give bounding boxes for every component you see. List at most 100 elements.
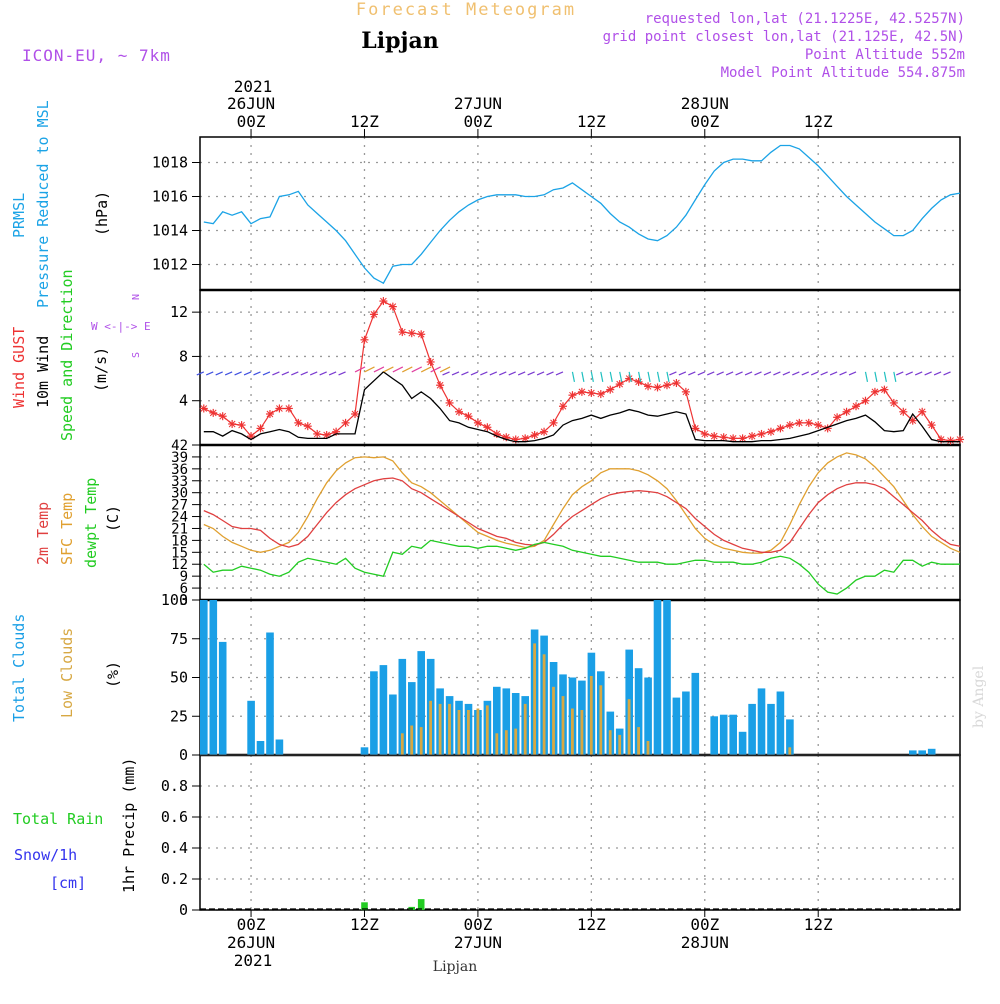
point-altitude: Point Altitude 552m [805, 47, 965, 63]
compass-icon: N W <-|-> E S [91, 294, 151, 358]
total-cloud-bar [634, 668, 643, 755]
wind-arrow [319, 371, 327, 376]
wind-arrow [647, 371, 651, 383]
gust-marker-d2 [474, 419, 482, 427]
precip-ytick-label: 0.8 [161, 777, 188, 795]
total-cloud-bar [209, 600, 218, 755]
rain-label: Total Rain [13, 810, 103, 828]
wind-arrow [933, 371, 942, 376]
clouds-bars [200, 600, 960, 756]
gust-marker [625, 374, 634, 383]
gust-marker-d2 [228, 420, 236, 428]
grid-point-coords: grid point closest lon,lat (21.125E, 42.… [603, 29, 965, 45]
top-axis-date: 28JUN [681, 94, 729, 113]
top-axis-label: 12Z [577, 112, 606, 131]
gust-marker-d2 [294, 419, 302, 427]
gust-marker [549, 418, 558, 427]
gust-marker-d2 [758, 430, 765, 438]
watermark: by Angel [971, 665, 987, 728]
gust-marker [814, 421, 823, 430]
wind-arrow [678, 371, 687, 376]
wind-arrow [480, 371, 488, 376]
wind-arrow [864, 371, 869, 383]
wind-arrow [411, 366, 423, 373]
low-cloud-bar [429, 700, 432, 756]
bottom-axis-date: 26JUN [227, 933, 275, 952]
pressure-label-2: Pressure Reduced to MSL [34, 100, 52, 308]
wind-arrow [688, 371, 696, 376]
gust-series [199, 297, 964, 445]
gust-marker-d2 [701, 430, 709, 438]
total-clouds-label: Total Clouds [10, 614, 28, 722]
gust-marker [199, 404, 208, 413]
total-cloud-bar [682, 691, 690, 755]
temp-ytick-label: 30 [171, 486, 188, 502]
gust-marker [483, 423, 492, 432]
wind-arrow [848, 371, 857, 376]
gust-marker-d2 [578, 388, 586, 396]
gust-marker [889, 398, 898, 407]
gust-marker-d2 [597, 390, 605, 398]
total-cloud-bar [408, 682, 416, 755]
low-cloud-bar [571, 708, 574, 755]
wind-arrow [893, 371, 897, 383]
wind-arrow [782, 371, 791, 376]
gust-marker [256, 424, 265, 433]
total-cloud-bar [218, 641, 227, 755]
total-cloud-bar [786, 719, 794, 755]
pressure-ytick-label: 1012 [152, 256, 188, 274]
gust-marker-d2 [417, 330, 425, 338]
total-cloud-bar [200, 600, 208, 755]
precip-frame [199, 754, 961, 911]
gust-marker-d2 [323, 431, 331, 439]
low-clouds-label: Low Clouds [58, 628, 76, 718]
wind-arrow [829, 371, 838, 376]
pressure-ytick-label: 1014 [152, 222, 188, 240]
gust-marker-d2 [427, 358, 435, 366]
gust-marker [265, 410, 274, 418]
gust-marker-d2 [266, 410, 274, 418]
precip-panel: 0 0.2 0.4 0.6 0.8 [161, 754, 961, 919]
wind-arrow [527, 371, 535, 376]
gust-marker [719, 433, 728, 442]
total-cloud-bar [653, 600, 662, 755]
wind-arrow [354, 366, 366, 373]
gust-marker [615, 380, 624, 389]
wind-arrow [451, 371, 460, 376]
gust-marker-d2 [663, 381, 671, 389]
gust-marker [748, 432, 757, 441]
total-cloud-bar [719, 714, 728, 755]
gust-marker-d2 [238, 421, 245, 429]
low-cloud-bar [580, 710, 584, 755]
pressure-ytick-label: 1018 [152, 154, 188, 172]
wind-arrow [744, 371, 753, 376]
gust-marker-d2 [748, 432, 756, 440]
wind-frame [199, 289, 961, 446]
wind-arrow [234, 371, 242, 376]
wind-arrow [461, 371, 469, 376]
temp-ytick-label: 27 [171, 498, 188, 514]
gust-marker-d2 [606, 386, 614, 393]
compass-n: N [131, 294, 142, 300]
temp-ytick-label: 36 [171, 462, 188, 478]
gust-marker-d2 [531, 431, 538, 439]
prmsl-series [203, 144, 961, 285]
wind-arrow [402, 366, 413, 373]
wind-arrow [430, 366, 441, 373]
wind-arrow [810, 371, 819, 376]
total-cloud-bar [379, 665, 388, 755]
wind-arrow [439, 366, 451, 373]
low-cloud-bar [523, 703, 527, 755]
gust-marker-d2 [200, 405, 208, 412]
wind-arrow [253, 371, 261, 376]
gust-marker [795, 418, 804, 427]
wind-arrow [300, 371, 308, 376]
wind10-label: 10m Wind [34, 336, 52, 408]
gust-marker [558, 402, 567, 411]
wind-ytick-label: 8 [179, 347, 188, 365]
clouds-ytick-label: 0 [179, 746, 188, 764]
panels: 1012101410161018481236912151821242730333… [152, 136, 964, 919]
gust-marker-d2 [521, 435, 529, 442]
top-year: 2021 [234, 77, 273, 96]
low-cloud-bar [485, 705, 489, 755]
